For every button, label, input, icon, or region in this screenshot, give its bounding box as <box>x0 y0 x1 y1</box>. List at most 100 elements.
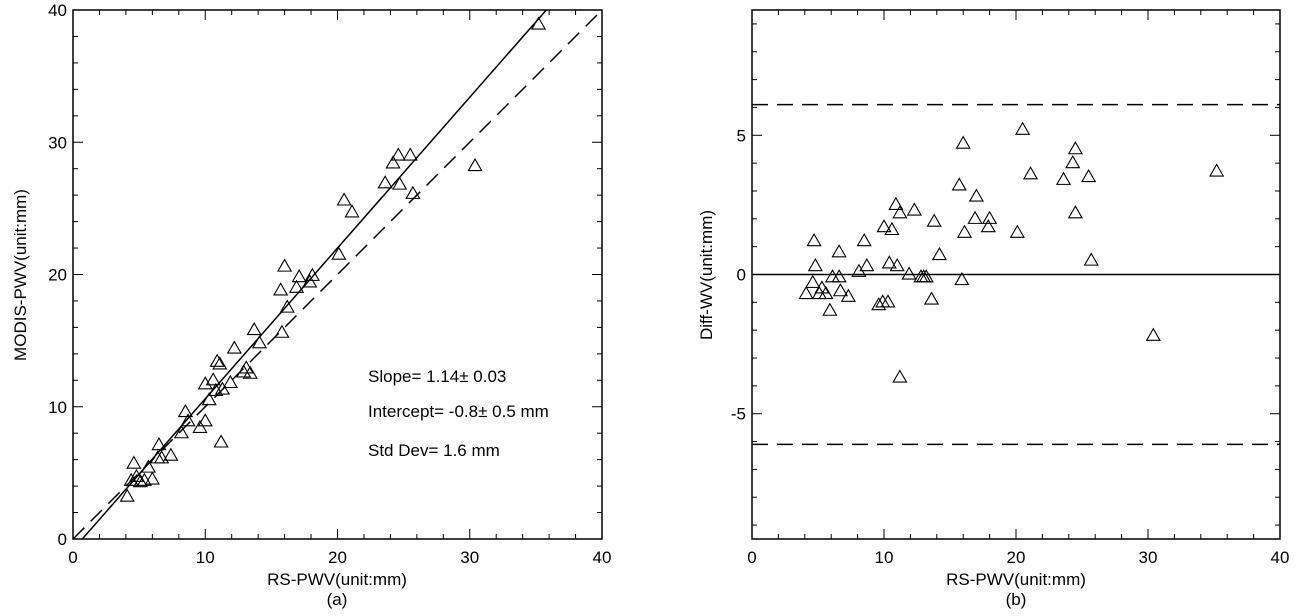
data-point-triangle <box>888 196 904 210</box>
y-tick-label: -5 <box>731 405 746 424</box>
data-point-triangle <box>197 376 213 390</box>
data-point-triangle <box>402 147 418 161</box>
data-point-triangle <box>132 474 149 488</box>
x-tick-label: 40 <box>1271 548 1290 567</box>
x-axis-label-a: RS-PWV(unit:mm) <box>267 570 407 589</box>
data-point-triangle <box>906 202 922 216</box>
data-point-triangle <box>119 488 135 502</box>
data-point-triangle <box>892 369 908 383</box>
panel-b: 0 10 20 30 40 -5 0 5 RS-PWV(unit:mm) (b) Diff-W… <box>697 9 1290 609</box>
data-point-triangle <box>831 244 847 258</box>
data-point-triangle <box>1080 168 1097 183</box>
data-point-triangle <box>273 282 289 296</box>
data-point-triangle <box>154 450 170 464</box>
data-point-triangle <box>214 381 231 395</box>
data-point-triangle <box>377 175 393 189</box>
data-point-triangle <box>915 269 932 283</box>
data-point-triangle <box>967 210 983 224</box>
data-point-triangle <box>213 434 229 448</box>
data-point-triangle <box>140 459 156 473</box>
tick-group-a: 0 10 20 30 40 0 10 20 30 40 <box>48 1 611 567</box>
data-point-triangle <box>871 297 887 311</box>
y-tick-label: 10 <box>48 398 67 417</box>
data-point-triangle <box>144 471 160 485</box>
data-point-triangle <box>980 219 996 233</box>
solid-line <box>81 9 547 540</box>
data-point-triangle <box>926 213 942 227</box>
panel-a: 0 10 20 30 40 0 10 20 30 40 Slope= 1.14± 0.03 Int… <box>11 1 611 609</box>
x-tick-label: 10 <box>875 548 894 567</box>
x-tick-label: 30 <box>1139 548 1158 567</box>
data-point-triangle <box>880 294 896 308</box>
caption-a: (a) <box>327 590 348 609</box>
data-point-triangle <box>1209 163 1225 177</box>
data-point-triangle <box>201 392 217 406</box>
data-point-triangle <box>956 224 973 238</box>
data-point-triangle <box>405 185 421 199</box>
data-point-triangle <box>163 447 179 461</box>
data-point-triangle <box>530 16 547 30</box>
tick-group-b: 0 10 20 30 40 -5 0 5 <box>731 10 1290 567</box>
data-point-triangle <box>274 324 290 338</box>
data-point-triangle <box>209 353 225 367</box>
data-point-triangle <box>840 288 856 302</box>
annotation-intercept: Intercept= -0.8± 0.5 mm <box>368 402 549 421</box>
data-point-triangle <box>288 279 305 293</box>
data-point-triangle <box>951 177 967 191</box>
data-point-triangle <box>126 455 142 469</box>
data-point-triangle <box>246 321 262 336</box>
y-axis-label-a: MODIS-PWV(unit:mm) <box>11 189 30 361</box>
data-point-triangle <box>385 155 401 169</box>
data-point-triangle <box>336 192 352 206</box>
data-point-triangle <box>212 356 228 370</box>
data-point-triangle <box>1014 121 1031 135</box>
data-point-triangle <box>981 210 998 224</box>
data-point-triangle <box>291 269 307 283</box>
data-point-triangle <box>859 258 875 272</box>
data-point-triangle <box>390 147 406 161</box>
data-point-triangle <box>222 374 238 389</box>
data-point-triangle <box>344 204 360 218</box>
data-point-triangle <box>805 274 821 288</box>
data-point-triangle <box>824 269 841 283</box>
data-point-triangle <box>822 302 838 316</box>
data-point-triangle <box>177 403 194 418</box>
data-point-triangle <box>1022 166 1039 180</box>
y-tick-label: 0 <box>737 266 746 285</box>
x-tick-label: 0 <box>68 548 77 567</box>
data-point-triangle <box>1145 327 1161 341</box>
data-point-triangle <box>226 340 242 354</box>
data-point-triangle <box>806 232 822 247</box>
x-tick-label: 40 <box>593 548 612 567</box>
line-group-a <box>72 9 603 540</box>
y-tick-label: 40 <box>48 1 67 20</box>
data-point-triangle <box>205 372 221 386</box>
data-point-triangle <box>884 221 900 236</box>
data-point-triangle <box>302 274 318 288</box>
data-point-triangle <box>331 246 347 260</box>
y-axis-label-b: Diff-WV(unit:mm) <box>697 210 716 340</box>
point-group-b <box>798 121 1225 383</box>
data-point-triangle <box>876 219 892 233</box>
data-point-triangle <box>1083 252 1099 266</box>
data-point-triangle <box>1067 205 1084 219</box>
data-point-triangle <box>881 255 897 269</box>
x-tick-label: 10 <box>196 548 215 567</box>
data-point-triangle <box>180 413 196 427</box>
data-point-triangle <box>931 246 948 261</box>
data-point-triangle <box>242 365 258 379</box>
data-point-triangle <box>856 232 872 247</box>
x-tick-label: 30 <box>460 548 479 567</box>
data-point-triangle <box>954 271 970 286</box>
data-point-triangle <box>192 419 208 434</box>
data-point-triangle <box>901 266 917 280</box>
y-tick-label: 5 <box>737 126 746 145</box>
data-point-triangle <box>918 269 934 283</box>
data-point-triangle <box>923 291 940 305</box>
x-tick-label: 20 <box>1007 548 1026 567</box>
data-point-triangle <box>1067 141 1084 155</box>
data-point-triangle <box>276 258 293 272</box>
data-point-triangle <box>304 267 320 281</box>
annotation-slope: Slope= 1.14± 0.03 <box>368 367 506 386</box>
